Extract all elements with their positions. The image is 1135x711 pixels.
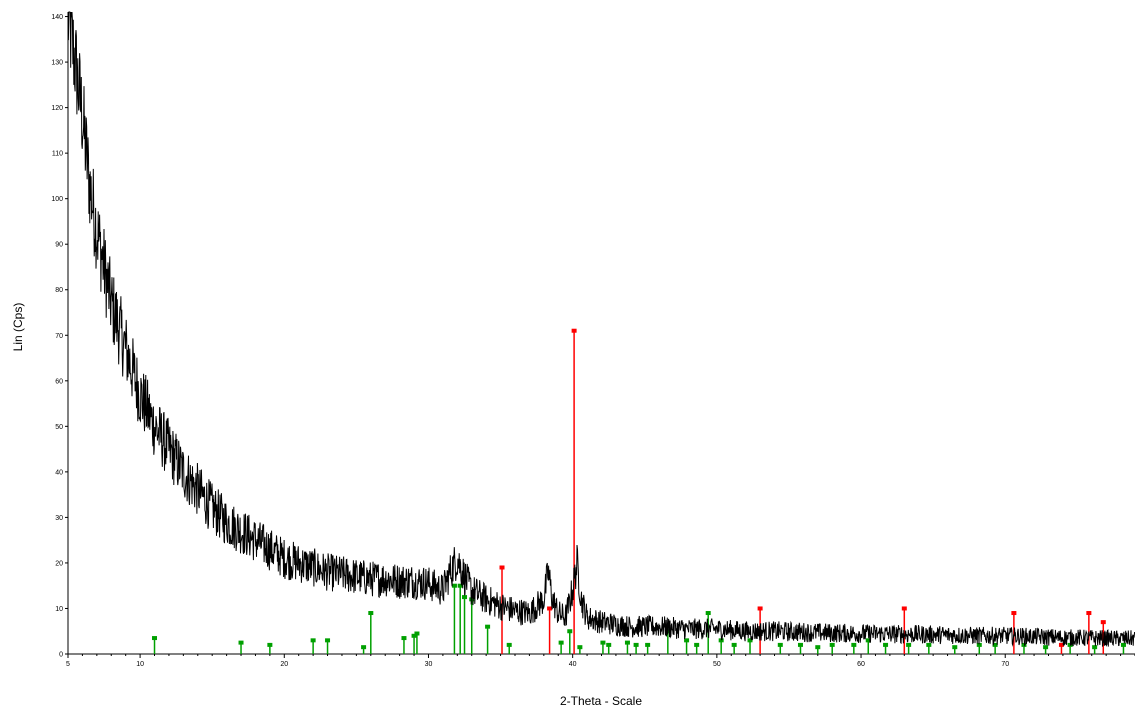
axes: 0 10 20 30 40 50 60 70 80 90 100 110 120 130 140 5 10 20 3…: [51, 12, 1135, 668]
reference-marker: [411, 633, 417, 638]
y-tick-label: 90: [55, 242, 63, 249]
y-tick-label: 50: [55, 424, 63, 431]
y-tick-label: 110: [52, 151, 63, 158]
x-tick-label: 60: [857, 661, 865, 668]
reference-marker: [485, 624, 491, 629]
reference-marker: [451, 583, 457, 588]
reference-marker: [865, 638, 871, 643]
x-tick-label: 70: [1001, 661, 1009, 668]
reference-marker: [624, 640, 630, 645]
y-tick-label: 80: [55, 287, 63, 294]
y-tick-label: 30: [55, 515, 63, 522]
reference-marker: [499, 565, 505, 570]
reference-marker: [506, 642, 512, 647]
reference-marker: [368, 611, 374, 616]
reference-marker: [777, 642, 783, 647]
reference-marker: [1086, 611, 1092, 616]
reference-marker: [1100, 620, 1106, 625]
y-tick-label: 120: [51, 105, 63, 112]
reference-marker: [1043, 645, 1049, 650]
reference-marker: [829, 642, 835, 647]
y-tick-label: 100: [51, 196, 63, 203]
measured-pattern-line: [67, 11, 1135, 647]
reference-marker: [325, 638, 331, 643]
y-tick-label: 20: [55, 560, 63, 567]
reference-marker: [457, 583, 463, 588]
reference-marker: [361, 645, 367, 650]
x-tick-label: 30: [425, 661, 433, 668]
reference-marker: [901, 606, 907, 611]
y-tick-label: 40: [55, 469, 63, 476]
y-tick-label: 70: [55, 333, 63, 340]
reference-marker: [797, 642, 803, 647]
reference-marker: [992, 642, 998, 647]
y-axis-title: Lin (Cps): [11, 303, 25, 352]
y-tick-label: 60: [55, 378, 63, 385]
reference-marker: [547, 606, 553, 611]
x-tick-label: 10: [136, 661, 144, 668]
reference-marker: [633, 642, 639, 647]
reference-marker: [238, 640, 244, 645]
reference-marker: [462, 595, 468, 600]
y-tick-label: 0: [59, 652, 63, 659]
reference-marker: [757, 606, 763, 611]
reference-marker: [558, 640, 564, 645]
reference-marker: [1120, 642, 1126, 647]
reference-marker: [1011, 611, 1017, 616]
reference-marker: [414, 631, 420, 636]
x-tick-label: 50: [713, 661, 721, 668]
reference-marker: [684, 638, 690, 643]
reference-marker: [1021, 642, 1027, 647]
reference-marker: [976, 642, 982, 647]
reference-marker: [851, 642, 857, 647]
reference-lines: [152, 328, 1126, 654]
reference-marker: [1058, 642, 1064, 647]
reference-marker: [926, 642, 932, 647]
reference-marker: [731, 642, 737, 647]
reference-marker: [606, 642, 612, 647]
reference-marker: [267, 642, 273, 647]
reference-marker: [883, 642, 889, 647]
x-tick-label: 40: [569, 661, 577, 668]
reference-marker: [645, 642, 651, 647]
x-axis-title: 2-Theta - Scale: [560, 694, 642, 708]
reference-marker: [705, 611, 711, 616]
reference-marker: [815, 645, 821, 650]
reference-marker: [152, 636, 158, 641]
x-tick-label: 20: [280, 661, 288, 668]
y-tick-label: 140: [51, 14, 63, 21]
reference-marker: [1092, 645, 1098, 650]
reference-marker: [694, 642, 700, 647]
x-tick-label: 5: [66, 661, 70, 668]
reference-marker: [952, 645, 958, 650]
reference-marker: [600, 640, 606, 645]
y-tick-label: 10: [55, 606, 63, 613]
reference-marker: [401, 636, 407, 641]
reference-marker: [577, 645, 583, 650]
reference-marker: [310, 638, 316, 643]
reference-marker: [906, 642, 912, 647]
reference-marker: [567, 629, 573, 634]
reference-marker: [571, 328, 577, 333]
series-group: [67, 11, 1135, 647]
y-tick-label: 130: [51, 60, 63, 67]
reference-marker: [747, 638, 753, 643]
